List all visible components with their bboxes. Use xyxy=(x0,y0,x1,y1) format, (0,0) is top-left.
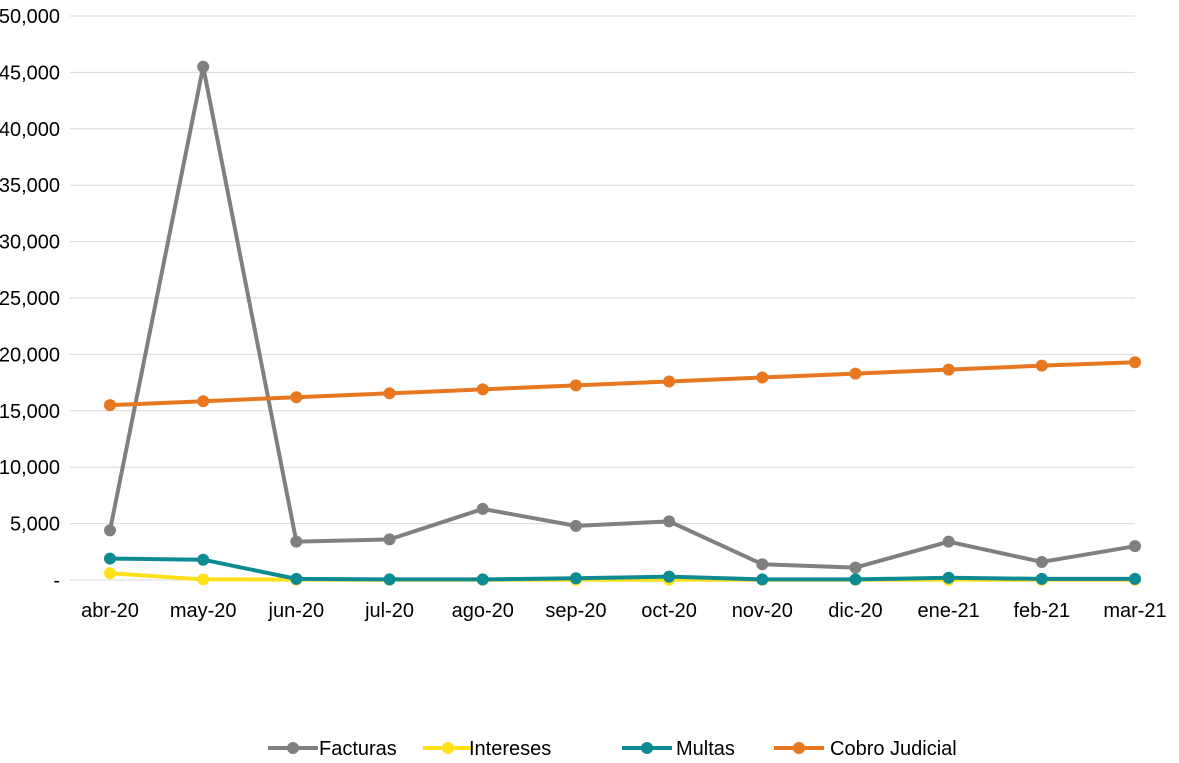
y-tick-label: 40,000 xyxy=(0,119,60,141)
data-point xyxy=(1129,356,1141,369)
data-point xyxy=(290,391,303,404)
x-tick-label: oct-20 xyxy=(641,600,697,622)
gridlines xyxy=(70,15,1135,581)
series-line xyxy=(108,64,1137,570)
data-point xyxy=(197,60,210,73)
y-tick-label: 25,000 xyxy=(0,288,60,310)
legend-label: Facturas xyxy=(319,738,397,760)
x-tick-label: feb-21 xyxy=(1013,600,1070,622)
data-point xyxy=(476,502,489,515)
x-tick-label: jul-20 xyxy=(364,600,414,622)
y-tick-label: 45,000 xyxy=(0,62,60,84)
legend: Facturas Intereses Multas Cobro Judicial xyxy=(268,738,957,760)
data-point xyxy=(663,515,676,528)
data-point xyxy=(569,519,582,532)
y-tick-label: - xyxy=(53,570,60,592)
data-point xyxy=(104,524,116,537)
data-point xyxy=(476,383,489,396)
data-point xyxy=(104,567,116,580)
data-point xyxy=(1035,555,1048,568)
data-point xyxy=(1129,572,1141,585)
legend-item-facturas: Facturas xyxy=(268,738,397,760)
legend-swatch-marker xyxy=(641,742,653,754)
legend-swatch-marker xyxy=(442,742,454,754)
y-tick-label: 35,000 xyxy=(0,175,60,197)
data-point xyxy=(663,570,676,583)
y-tick-label: 30,000 xyxy=(0,232,60,254)
data-point xyxy=(849,367,862,380)
x-tick-label: nov-20 xyxy=(732,600,793,622)
data-point xyxy=(104,399,116,412)
legend-label: Cobro Judicial xyxy=(830,738,957,760)
data-point xyxy=(476,573,489,586)
legend-item-intereses: Intereses xyxy=(423,738,551,760)
y-tick-label: 5,000 xyxy=(10,514,60,536)
legend-label: Intereses xyxy=(469,738,551,760)
x-tick-label: abr-20 xyxy=(81,600,139,622)
legend-swatch-marker xyxy=(287,742,299,754)
data-point xyxy=(569,572,582,585)
series-lines xyxy=(104,60,1141,586)
y-tick-label: 20,000 xyxy=(0,344,60,366)
x-tick-label: sep-20 xyxy=(545,600,606,622)
y-tick-label: 15,000 xyxy=(0,401,60,423)
y-tick-label: 10,000 xyxy=(0,457,60,479)
legend-label: Multas xyxy=(676,738,735,760)
legend-swatch-marker xyxy=(793,742,805,754)
legend-item-cobro-judicial: Cobro Judicial xyxy=(774,738,957,760)
data-point xyxy=(942,363,955,376)
x-tick-label: dic-20 xyxy=(828,600,882,622)
x-tick-label: ene-21 xyxy=(917,600,979,622)
data-point xyxy=(1129,540,1141,553)
data-point xyxy=(756,558,769,571)
x-tick-label: mar-21 xyxy=(1103,600,1166,622)
x-axis-tick-labels: abr-20 may-20 jun-20 jul-20 ago-20 sep-20 oct-… xyxy=(81,600,1167,622)
data-point xyxy=(104,552,116,565)
legend-item-multas: Multas xyxy=(622,738,735,760)
data-point xyxy=(849,573,862,586)
data-point xyxy=(756,573,769,586)
series-line xyxy=(108,360,1137,408)
data-point xyxy=(1035,359,1048,372)
data-point xyxy=(663,375,676,388)
series-cobro-judicial xyxy=(104,356,1141,412)
series-facturas xyxy=(104,60,1141,574)
data-point xyxy=(197,553,210,566)
x-tick-label: may-20 xyxy=(170,600,237,622)
data-point xyxy=(383,387,396,400)
series-line xyxy=(108,556,1137,582)
y-tick-label: 50,000 xyxy=(0,6,60,28)
y-axis-tick-labels: - 5,000 10,000 15,000 20,000 25,000 30,000 35,0… xyxy=(0,6,60,592)
data-point xyxy=(569,379,582,392)
data-point xyxy=(197,395,210,408)
x-tick-label: jun-20 xyxy=(268,600,325,622)
data-point xyxy=(383,533,396,546)
data-point xyxy=(942,571,955,584)
x-tick-label: ago-20 xyxy=(452,600,514,622)
data-point xyxy=(290,572,303,585)
data-point xyxy=(290,535,303,548)
data-point xyxy=(849,561,862,574)
data-point xyxy=(1035,572,1048,585)
data-point xyxy=(942,535,955,548)
data-point xyxy=(756,371,769,384)
data-point xyxy=(197,573,210,586)
data-point xyxy=(383,573,396,586)
series-multas xyxy=(104,552,1141,586)
